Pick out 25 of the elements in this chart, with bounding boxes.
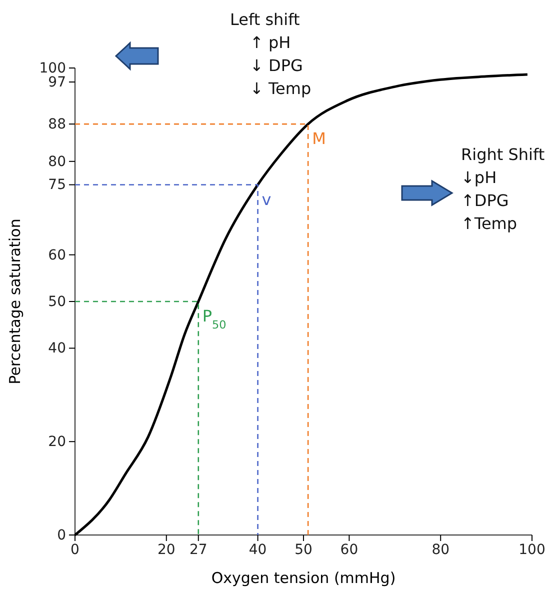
x-tick-label: 27 [189, 542, 208, 558]
y-tick-label: 80 [48, 154, 66, 170]
x-tick-label: 50 [294, 542, 312, 558]
x-tick-label: 20 [157, 542, 176, 558]
x-tick-label: 40 [248, 542, 267, 558]
y-tick-label: 75 [48, 177, 66, 194]
annotation: Right Shift ↓pH ↑DPG ↑Temp [461, 145, 545, 233]
x-tick-label: 0 [70, 542, 80, 558]
annotation: v [262, 190, 272, 209]
y-tick-label: 60 [48, 247, 66, 264]
y-tick-label: 88 [48, 116, 66, 133]
annotation: Left shift ↑ pH ↓ DPG ↓ Temp [230, 10, 312, 98]
annotation: M [312, 129, 326, 148]
y-tick-label: 97 [48, 74, 66, 90]
y-tick-label: 20 [48, 434, 66, 450]
x-tick-label: 80 [432, 542, 450, 558]
y-tick-label: 40 [48, 340, 66, 357]
x-tick-label: 100 [518, 542, 546, 558]
annotation: P$_{50}$ [202, 306, 226, 331]
y-axis-title: Percentage saturation [6, 218, 24, 384]
x-tick-label: 60 [340, 542, 358, 558]
y-tick-label: 0 [57, 527, 66, 544]
x-axis-title: Oxygen tension (mmHg) [211, 569, 396, 587]
y-tick-label: 100 [39, 60, 66, 76]
y-tick-label: 50 [48, 294, 66, 310]
